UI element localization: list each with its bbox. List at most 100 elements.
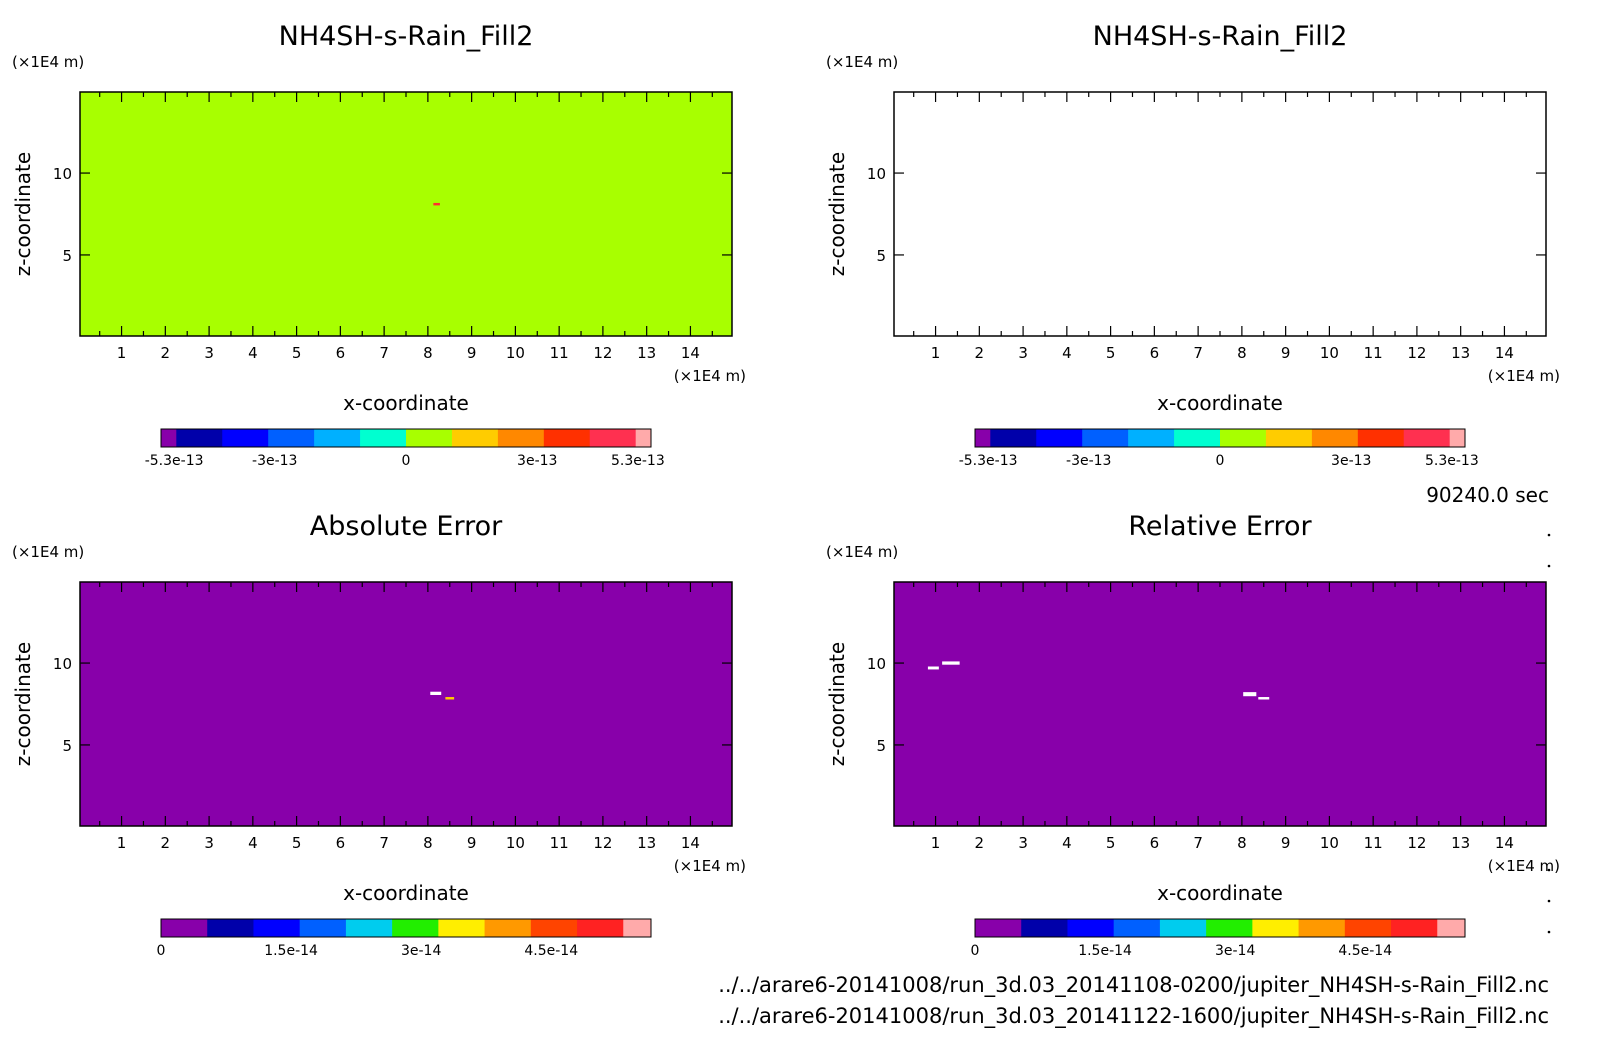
x-tick-label: 5 — [1106, 834, 1116, 852]
heatmap-field — [894, 92, 1546, 336]
colorbar-segment-7 — [438, 919, 486, 937]
x-tick-label: 13 — [1451, 834, 1470, 852]
x-tick-label: 6 — [1150, 344, 1160, 362]
colorbar-segment-2 — [176, 429, 223, 447]
y-tick-label: 10 — [867, 165, 886, 183]
colorbar-segment-11 — [1403, 429, 1451, 447]
x-tick-label: 2 — [161, 344, 171, 362]
x-tick-label: 3 — [204, 344, 214, 362]
heatmap-cell-3 — [1243, 692, 1257, 697]
colorbar-segment-10 — [577, 919, 624, 937]
file-path-2: ../../arare6-20141008/run_3d.03_20141122… — [718, 1004, 1549, 1029]
x-axis-label: x-coordinate — [343, 391, 469, 415]
x-tick-label: 6 — [336, 834, 346, 852]
colorbar-segment-5 — [345, 919, 393, 937]
x-tick-label: 5 — [292, 834, 302, 852]
colorbar-segment-7 — [406, 429, 453, 447]
colorbar-segment-6 — [392, 919, 439, 937]
panel-title: NH4SH-s-Rain_Fill2 — [1093, 21, 1348, 52]
x-unit-label: (×1E4 m) — [1488, 367, 1560, 385]
colorbar-segment-6 — [360, 429, 407, 447]
x-tick-label: 2 — [975, 344, 985, 362]
colorbar-tick-label: 0 — [402, 453, 411, 469]
x-tick-label: 14 — [681, 344, 700, 362]
colorbar-segment-2 — [207, 919, 254, 937]
x-tick-label: 3 — [1018, 834, 1028, 852]
x-tick-label: 8 — [423, 344, 433, 362]
y-tick-label: 5 — [62, 737, 72, 755]
x-tick-label: 9 — [1281, 834, 1291, 852]
colorbar-segment-11 — [589, 429, 637, 447]
colorbar-segment-3 — [1067, 919, 1115, 937]
heatmap-field — [894, 582, 1546, 826]
heatmap-cell-1 — [430, 691, 442, 695]
x-tick-label: 13 — [1451, 344, 1470, 362]
colorbar-segment-7 — [1252, 919, 1300, 937]
x-unit-label: (×1E4 m) — [674, 367, 746, 385]
margin-dot — [1547, 930, 1551, 934]
x-tick-label: 14 — [1495, 834, 1514, 852]
colorbar-tick-label: 3e-14 — [1215, 943, 1255, 959]
x-tick-label: 12 — [1407, 344, 1426, 362]
x-tick-label: 3 — [1018, 344, 1028, 362]
x-tick-label: 4 — [248, 344, 258, 362]
colorbar-segment-8 — [1298, 919, 1346, 937]
colorbar-segment-3 — [222, 429, 269, 447]
x-tick-label: 6 — [336, 344, 346, 362]
colorbar-segment-3 — [1036, 429, 1083, 447]
x-tick-label: 2 — [975, 834, 985, 852]
y-tick-label: 10 — [53, 165, 72, 183]
colorbar-tick-label: 3e-14 — [401, 943, 441, 959]
x-tick-label: 11 — [550, 834, 569, 852]
x-tick-label: 13 — [637, 344, 656, 362]
time-label: 90240.0 sec — [1426, 483, 1549, 507]
heatmap-field — [80, 582, 732, 826]
panel-title: Relative Error — [1128, 511, 1312, 542]
x-tick-label: 7 — [379, 344, 389, 362]
y-unit-label: (×1E4 m) — [12, 53, 84, 71]
colorbar-segment-4 — [299, 919, 347, 937]
y-tick-label: 5 — [62, 247, 72, 265]
heatmap-cell-4 — [1258, 697, 1270, 700]
x-tick-label: 10 — [1320, 344, 1339, 362]
colorbar-segment-5 — [314, 429, 361, 447]
colorbar-frame — [974, 428, 1466, 448]
margin-dot — [1547, 533, 1551, 537]
margin-dot — [1547, 564, 1551, 568]
colorbar-tick-label: 5.3e-13 — [1425, 453, 1479, 469]
margin-dot — [1547, 868, 1551, 872]
x-tick-label: 4 — [1062, 834, 1072, 852]
colorbar-segment-1 — [975, 429, 991, 447]
colorbar-segment-10 — [1391, 919, 1438, 937]
x-tick-label: 13 — [637, 834, 656, 852]
y-tick-label: 10 — [53, 655, 72, 673]
y-axis-label: z-coordinate — [825, 152, 849, 276]
colorbar-tick-label: 0 — [157, 943, 166, 959]
colorbar-tick-label: 4.5e-14 — [524, 943, 578, 959]
colorbar-segment-3 — [253, 919, 301, 937]
colorbar-segment-4 — [268, 429, 315, 447]
colorbar-frame — [160, 918, 652, 938]
colorbar-tick-label: 3e-13 — [517, 453, 557, 469]
colorbar-segment-12 — [635, 429, 652, 447]
x-tick-label: 1 — [117, 834, 127, 852]
x-tick-label: 4 — [248, 834, 258, 852]
x-tick-label: 11 — [550, 344, 569, 362]
colorbar-segment-9 — [530, 919, 578, 937]
x-tick-label: 6 — [1150, 834, 1160, 852]
x-tick-label: 14 — [681, 834, 700, 852]
colorbar-segment-8 — [451, 429, 499, 447]
panel-3: Absolute Error(×1E4 m)1 2 3 4 5 6 7 8 9 10 11 12 13 1… — [11, 511, 746, 959]
panel-4: Relative Error(×1E4 m)1 2 3 4 5 6 7 8 9 10 11 12 13 1… — [825, 511, 1560, 959]
colorbar-segment-7 — [1220, 429, 1267, 447]
x-tick-label: 8 — [1237, 344, 1247, 362]
x-tick-label: 10 — [506, 344, 525, 362]
colorbar-tick-label: -3e-13 — [1066, 453, 1111, 469]
x-tick-label: 11 — [1364, 834, 1383, 852]
x-axis-label: x-coordinate — [343, 881, 469, 905]
colorbar-segment-12 — [1449, 429, 1466, 447]
colorbar-segment-1 — [975, 919, 1022, 937]
x-tick-label: 7 — [1193, 834, 1203, 852]
colorbar-tick-label: 5.3e-13 — [611, 453, 665, 469]
colorbar-segment-11 — [623, 919, 652, 937]
